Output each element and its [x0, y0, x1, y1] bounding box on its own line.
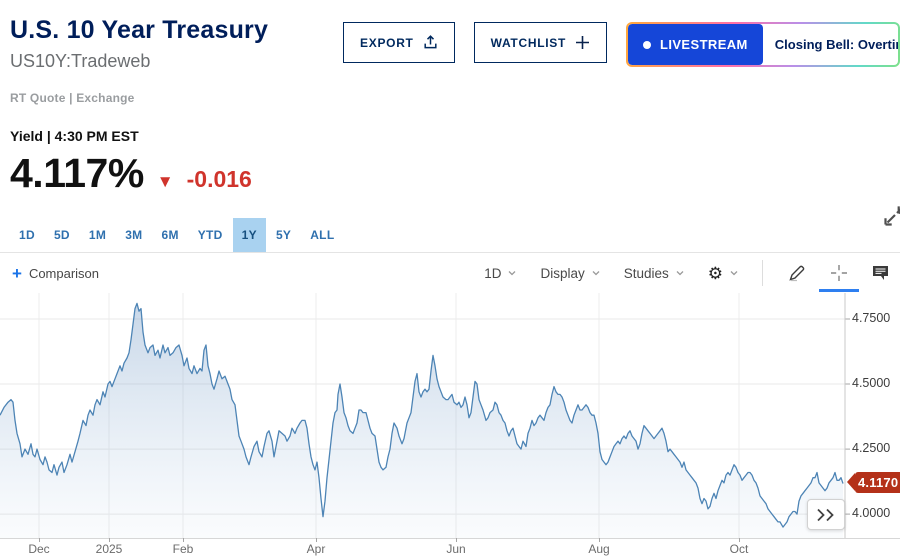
x-axis-label: Aug [588, 542, 610, 556]
watchlist-button[interactable]: WATCHLIST [473, 22, 607, 63]
last-price-tag: 4.1170 [847, 471, 900, 493]
range-tab-6m[interactable]: 6M [161, 228, 179, 242]
range-tab-1d[interactable]: 1D [19, 228, 35, 242]
price-chart[interactable]: 4.7500 4.5000 4.2500 4.0000 Dec 2025 Feb Apr Ju… [0, 293, 900, 556]
crosshair-icon[interactable] [819, 264, 859, 292]
quote-block: Yield | 4:30 PM EST 4.117% ▼ -0.016 [0, 128, 900, 197]
y-axis-label: 4.7500 [852, 311, 891, 325]
draw-pencil-icon[interactable] [787, 264, 806, 283]
range-tab-3m[interactable]: 3M [125, 228, 143, 242]
livestream-button[interactable]: LIVESTREAM [628, 24, 763, 65]
display-dropdown[interactable]: Display [540, 265, 600, 281]
x-axis-label: Apr [306, 542, 326, 556]
range-tab-all[interactable]: ALL [310, 228, 335, 242]
tabs-divider [0, 252, 900, 253]
scroll-forward-button[interactable] [807, 499, 845, 530]
x-axis-tick [109, 538, 110, 542]
quote-source: RT Quote | Exchange [10, 91, 135, 105]
x-axis-tick [739, 538, 740, 542]
expand-chart-icon[interactable] [876, 204, 900, 239]
gear-icon: ⚙ [707, 263, 723, 283]
studies-label: Studies [623, 265, 669, 281]
header: U.S. 10 Year Treasury US10Y:Tradeweb RT … [0, 0, 900, 105]
yield-value: 4.117% [10, 150, 144, 196]
x-axis: Dec 2025 Feb Apr Jun Aug Oct [0, 538, 900, 556]
header-actions: EXPORT WATCHLIST LIVESTREAM Closing Bell [343, 22, 900, 67]
export-label: EXPORT [360, 35, 414, 50]
price-tag-pointer-icon [847, 473, 855, 492]
x-axis-tick [39, 538, 40, 542]
comparison-button[interactable]: + Comparison [12, 265, 99, 282]
chevron-down-icon [730, 271, 738, 276]
interval-dropdown[interactable]: 1D [484, 266, 516, 281]
range-tab-1m[interactable]: 1M [88, 228, 107, 242]
x-axis-label: Dec [28, 542, 50, 556]
chart-tools: 1D Display Studies ⚙ [484, 260, 890, 292]
chart-toolbar: + Comparison 1D Display Studies ⚙ [0, 253, 900, 293]
live-dot-icon [643, 40, 651, 49]
x-axis-tick [599, 538, 600, 542]
comparison-plus-icon: + [12, 263, 22, 283]
range-tab-ytd[interactable]: YTD [197, 228, 223, 242]
chart-plot-area[interactable] [0, 293, 900, 543]
x-axis-tick [316, 538, 317, 542]
y-axis-label: 4.5000 [852, 376, 891, 391]
range-tabs: 1D 5D 1M 3M 6M YTD 1Y 5Y ALL [0, 218, 900, 252]
page-title: U.S. 10 Year Treasury [10, 16, 269, 44]
y-axis-label: 4.0000 [852, 506, 891, 521]
field-timestamp: Yield | 4:30 PM EST [10, 128, 139, 144]
annotation-chat-icon[interactable] [872, 265, 890, 281]
watchlist-label: WATCHLIST [490, 35, 566, 50]
livestream-banner-inner: LIVESTREAM Closing Bell: Overtime [628, 24, 898, 65]
chevron-down-icon [592, 271, 600, 276]
x-axis-label: Feb [172, 542, 194, 556]
interval-label: 1D [484, 265, 502, 281]
range-tab-1y[interactable]: 1Y [232, 218, 266, 252]
studies-dropdown[interactable]: Studies [624, 266, 684, 281]
display-label: Display [540, 265, 585, 281]
header-titles: U.S. 10 Year Treasury US10Y:Tradeweb RT … [10, 16, 268, 105]
symbol-label: US10Y:Tradeweb [10, 51, 151, 71]
x-axis-label: Oct [729, 542, 749, 556]
yield-change: -0.016 [186, 166, 252, 192]
plus-icon [575, 35, 590, 50]
x-axis-line [0, 538, 900, 539]
x-axis-tick [456, 538, 457, 542]
range-tab-5d[interactable]: 5D [53, 228, 70, 242]
comparison-label: Comparison [28, 265, 100, 281]
price-row: 4.117% ▼ -0.016 [10, 150, 900, 197]
down-arrow-icon: ▼ [156, 172, 174, 191]
chart-settings-dropdown[interactable]: ⚙ [708, 265, 738, 282]
chevron-down-icon [508, 271, 516, 276]
export-icon [423, 35, 438, 50]
x-axis-tick [183, 538, 184, 542]
x-axis-label: 2025 [95, 542, 123, 556]
livestream-label: LIVESTREAM [660, 37, 748, 52]
toolbar-separator [762, 260, 763, 286]
double-chevron-right-icon [817, 508, 834, 521]
chevron-down-icon [676, 271, 684, 276]
last-price-label: 4.1170 [855, 471, 900, 493]
x-axis-label: Jun [446, 542, 466, 556]
livestream-show-title: Closing Bell: Overtime [774, 37, 898, 52]
range-tab-5y[interactable]: 5Y [275, 228, 292, 242]
livestream-banner[interactable]: LIVESTREAM Closing Bell: Overtime [626, 22, 900, 67]
export-button[interactable]: EXPORT [343, 22, 455, 63]
y-axis-label: 4.2500 [852, 441, 891, 456]
